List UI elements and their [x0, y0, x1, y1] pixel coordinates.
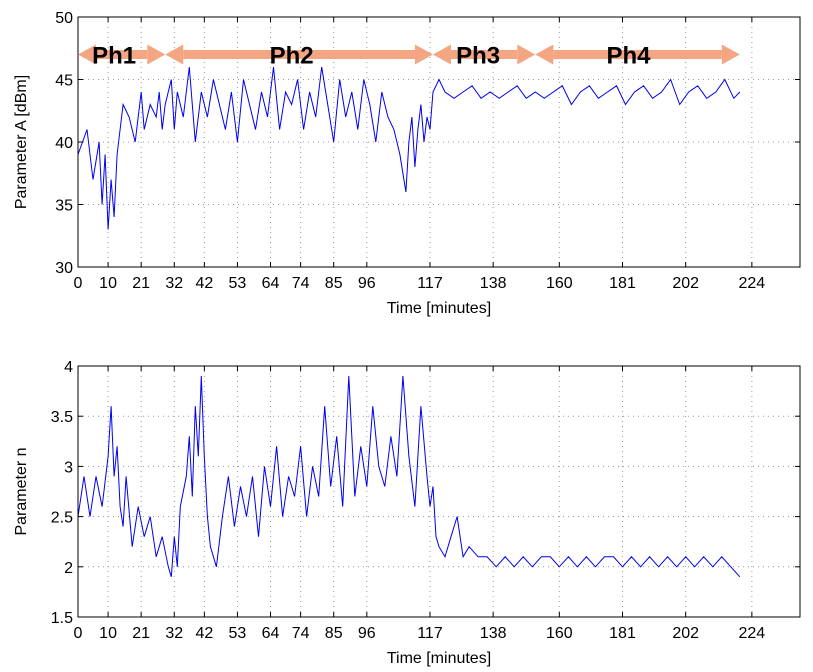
- x-tick-label: 0: [74, 625, 83, 642]
- y-tick-label: 2.5: [51, 510, 73, 527]
- x-tick-label: 96: [358, 275, 376, 292]
- x-tick-label: 42: [195, 275, 213, 292]
- y-tick-label: 40: [55, 135, 73, 152]
- phase-annotation: Ph3: [432, 43, 536, 70]
- x-tick-label: 74: [292, 275, 310, 292]
- y-tick-label: 3.5: [51, 409, 73, 426]
- y-tick-label: 2: [64, 560, 73, 577]
- x-tick-label: 138: [480, 625, 507, 642]
- phase-label: Ph3: [456, 43, 500, 70]
- chart-parameter-n: 0 10 21 32 42 53 64 74 85 96 117 138 160 181 202 2241.5…: [13, 359, 801, 667]
- y-axis-title: Parameter A [dBm]: [13, 75, 30, 209]
- y-tick-label: 45: [55, 73, 73, 90]
- x-tick-label: 202: [672, 275, 699, 292]
- x-tick-label: 32: [165, 275, 183, 292]
- y-tick-label: 3: [64, 459, 73, 476]
- phase-arrow-head-right: [517, 44, 536, 65]
- x-tick-label: 21: [132, 625, 150, 642]
- x-tick-label: 117: [417, 275, 443, 292]
- phase-annotation: Ph2: [165, 43, 433, 70]
- phase-label: Ph1: [92, 43, 136, 70]
- x-tick-label: 202: [672, 625, 699, 642]
- y-tick-label: 30: [55, 260, 73, 277]
- x-tick-label: 224: [739, 275, 766, 292]
- x-tick-label: 21: [132, 275, 150, 292]
- phase-arrow-head-left: [78, 44, 96, 65]
- x-tick-label: 10: [99, 625, 117, 642]
- phase-arrow-head-right: [414, 44, 433, 65]
- phase-arrow-head-left: [535, 44, 554, 65]
- phase-annotation: Ph1: [78, 43, 166, 70]
- x-tick-label: 74: [292, 625, 310, 642]
- y-tick-label: 50: [55, 10, 73, 27]
- x-tick-label: 10: [99, 275, 117, 292]
- x-tick-label: 42: [195, 625, 213, 642]
- phase-arrow-head-right: [721, 44, 740, 65]
- x-tick-label: 0: [74, 275, 83, 292]
- x-tick-label: 96: [358, 625, 376, 642]
- x-tick-label: 224: [739, 625, 766, 642]
- x-tick-label: 53: [229, 625, 247, 642]
- y-tick-label: 35: [55, 198, 73, 215]
- phase-label: Ph4: [607, 43, 652, 70]
- x-tick-label: 160: [546, 625, 573, 642]
- y-tick-label: 1.5: [51, 610, 73, 627]
- plot-frame: [77, 365, 801, 618]
- series-line: [77, 66, 741, 230]
- y-axis-title: Parameter n: [13, 447, 30, 535]
- x-tick-label: 64: [262, 625, 280, 642]
- x-tick-label: 85: [325, 275, 343, 292]
- x-tick-label: 85: [325, 625, 343, 642]
- x-tick-label: 138: [480, 275, 507, 292]
- y-tick-label: 4: [64, 359, 73, 376]
- x-tick-label: 64: [262, 275, 280, 292]
- x-tick-label: 53: [229, 275, 247, 292]
- series-line: [77, 375, 741, 578]
- x-tick-label: 160: [546, 275, 573, 292]
- chart-parameter-a: 0 10 21 32 42 53 64 74 85 96 117 138 160 181 202 224 30 3…: [13, 10, 801, 317]
- x-tick-label: 181: [609, 275, 636, 292]
- phase-label: Ph2: [270, 43, 314, 70]
- x-tick-label: 181: [609, 625, 636, 642]
- x-tick-label: 32: [165, 625, 183, 642]
- x-tick-label: 117: [417, 625, 443, 642]
- phase-annotation: Ph4: [535, 43, 740, 70]
- phase-arrow-head-left: [165, 44, 184, 65]
- phase-arrow-head-left: [432, 44, 451, 65]
- phase-arrow-head-right: [147, 44, 166, 65]
- x-axis-title: Time [minutes]: [387, 300, 491, 317]
- x-axis-title: Time [minutes]: [387, 650, 491, 667]
